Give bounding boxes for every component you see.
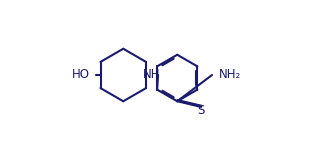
Text: S: S [197, 104, 205, 117]
Text: NH: NH [143, 69, 161, 81]
Text: NH₂: NH₂ [219, 69, 242, 81]
Text: HO: HO [72, 69, 90, 81]
